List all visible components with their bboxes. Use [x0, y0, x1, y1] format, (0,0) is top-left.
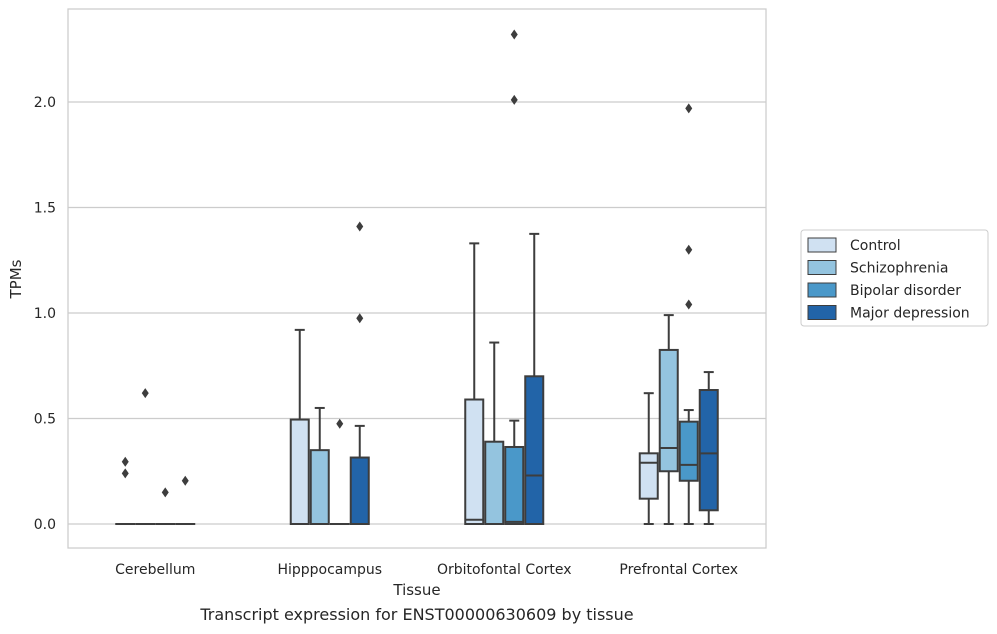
x-tick-label: Orbitofontal Cortex [437, 562, 572, 578]
box-bipolar-disorder [504, 29, 525, 525]
box-schizophrenia [484, 341, 505, 525]
box-body [484, 440, 505, 525]
outlier-point [121, 468, 129, 479]
box-groups [115, 29, 719, 526]
box-schizophrenia [658, 314, 679, 525]
box-bipolar-disorder [155, 487, 176, 526]
legend: Control Schizophrenia Bipolar disorder Majo… [800, 229, 989, 327]
box-body [464, 398, 485, 526]
x-axis-title: Tissue [392, 581, 440, 599]
box-control [289, 328, 310, 525]
x-tick-label: Prefrontal Cortex [619, 562, 738, 578]
outlier-point [356, 313, 364, 324]
legend-swatch [807, 305, 837, 320]
legend-label: Major depression [850, 306, 970, 322]
box-body [309, 449, 330, 525]
outlier-point [685, 244, 693, 255]
box-body [349, 456, 370, 525]
outlier-point [685, 103, 693, 114]
outlier-point [356, 221, 364, 232]
y-tick-label: 0.0 [34, 517, 56, 533]
legend-label: Schizophrenia [850, 261, 948, 277]
outlier-point [181, 475, 189, 486]
box-control [115, 456, 136, 526]
box-bipolar-disorder [329, 418, 350, 526]
outlier-point [141, 388, 149, 399]
figure-caption: Transcript expression for ENST0000063060… [200, 605, 634, 624]
outlier-point [161, 487, 169, 498]
box-body [289, 418, 310, 525]
box-body [524, 375, 545, 525]
y-tick-labels: 0.0 0.5 1.0 1.5 2.0 [34, 95, 56, 533]
y-tick-label: 0.5 [34, 412, 56, 428]
box-major-depression [349, 221, 370, 525]
box-body [638, 452, 659, 500]
outlier-point [121, 456, 129, 467]
box-body [698, 389, 719, 512]
box-schizophrenia [135, 388, 156, 526]
legend-label: Control [850, 238, 901, 254]
box-body [678, 420, 699, 482]
outlier-point [336, 418, 344, 429]
box-control [464, 242, 485, 526]
box-major-depression [524, 232, 545, 525]
box-control [638, 392, 659, 525]
y-tick-label: 2.0 [34, 95, 56, 111]
legend-label: Bipolar disorder [850, 283, 961, 299]
x-tick-label: Hipppocampus [277, 562, 382, 578]
legend-swatch [807, 282, 837, 298]
box-major-depression [175, 475, 196, 526]
outlier-point [510, 29, 518, 40]
x-tick-labels: Cerebellum Hipppocampus Orbitofontal Corte… [115, 562, 738, 578]
outlier-point [685, 299, 693, 310]
box-schizophrenia [309, 406, 330, 525]
box-major-depression [698, 371, 719, 525]
plot-frame [67, 8, 767, 549]
y-tick-label: 1.0 [34, 306, 56, 322]
x-tick-label: Cerebellum [115, 562, 195, 578]
legend-frame [800, 229, 989, 327]
y-axis-title: TPMs [7, 259, 25, 299]
box-body [658, 348, 679, 473]
y-tick-label: 1.5 [34, 201, 56, 217]
outlier-point [510, 94, 518, 105]
legend-swatch [807, 237, 837, 253]
legend-swatch [807, 260, 837, 275]
box-bipolar-disorder [678, 103, 699, 525]
box-body [504, 445, 525, 525]
